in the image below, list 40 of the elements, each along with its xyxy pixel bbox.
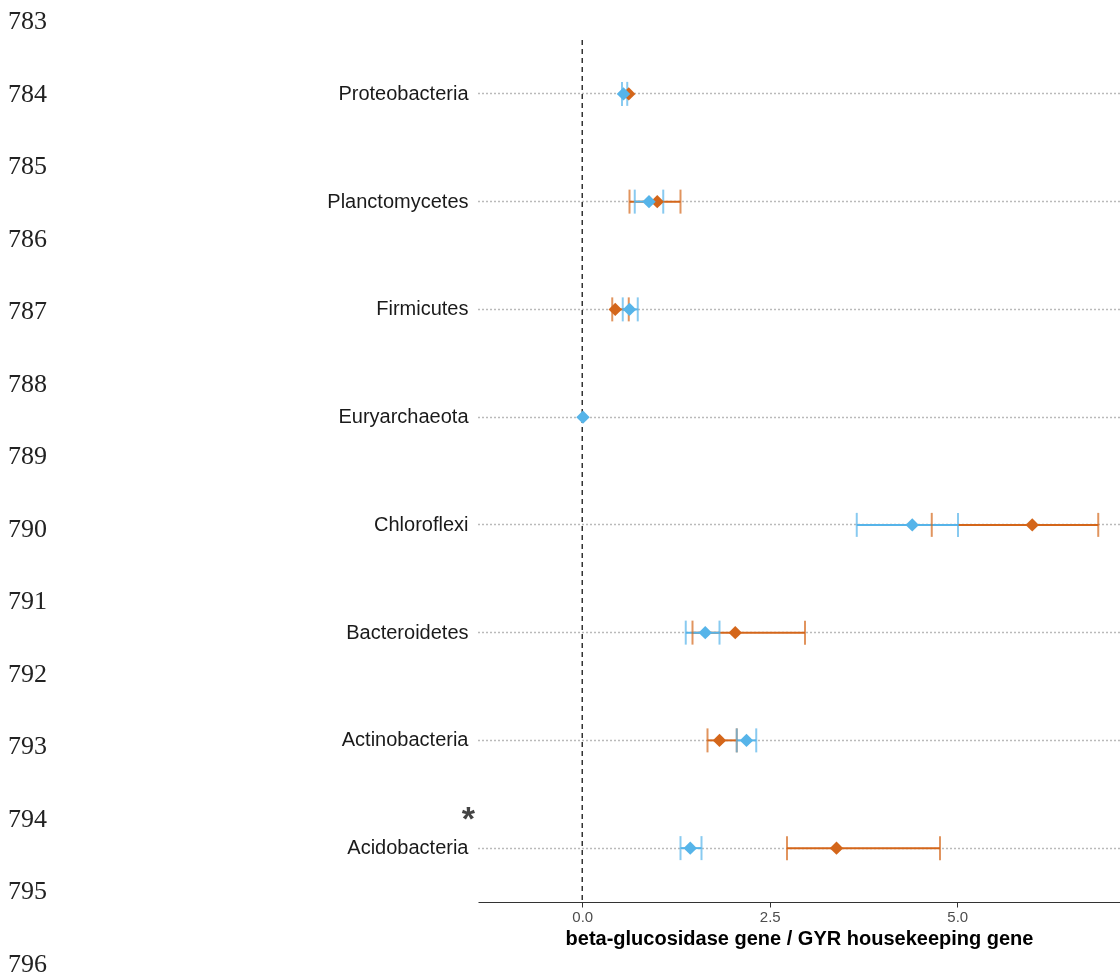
point (576, 410, 590, 424)
point (905, 518, 919, 532)
point (1025, 518, 1039, 532)
y-tick-label: Chloroflexi (374, 512, 469, 535)
point (622, 302, 637, 317)
text: 783 (8, 6, 47, 36)
text: 790 (8, 513, 47, 544)
x-tick-label: 5.0 (947, 907, 969, 925)
y-tick-label: Proteobacteria (338, 81, 470, 104)
y-tick-label: Euryarchaeota (338, 405, 470, 428)
point (712, 733, 727, 748)
point (739, 733, 754, 748)
point (829, 841, 844, 855)
y-tick-label: Bacteroidetes (346, 620, 469, 643)
y-tick-label: Planctomycetes (327, 189, 469, 212)
text: 794 (8, 803, 47, 834)
x-axis-title: beta-glucosidase gene / GYR housekeeping gene (565, 926, 1034, 949)
point (728, 625, 742, 640)
text: 792 (8, 658, 47, 689)
text: 791 (8, 586, 47, 616)
text: 796 (8, 948, 47, 979)
point (698, 625, 712, 640)
point (616, 87, 631, 101)
x-tick-label: 0.0 (572, 907, 594, 925)
text: 793 (8, 731, 47, 761)
point (642, 194, 656, 209)
text: 785 (8, 151, 47, 181)
text: * (461, 799, 476, 838)
y-tick-label: Firmicutes (376, 297, 469, 320)
text: 795 (8, 876, 47, 906)
x-tick-label: 2.5 (759, 907, 781, 925)
text: 784 (8, 78, 47, 109)
y-tick-label: Acidobacteria (347, 836, 470, 859)
point (683, 841, 697, 855)
text: 789 (8, 441, 47, 471)
text: 788 (8, 368, 47, 399)
text: 787 (8, 296, 47, 326)
y-tick-label: Actinobacteria (341, 728, 470, 751)
text: 786 (8, 223, 47, 254)
point (608, 302, 622, 317)
